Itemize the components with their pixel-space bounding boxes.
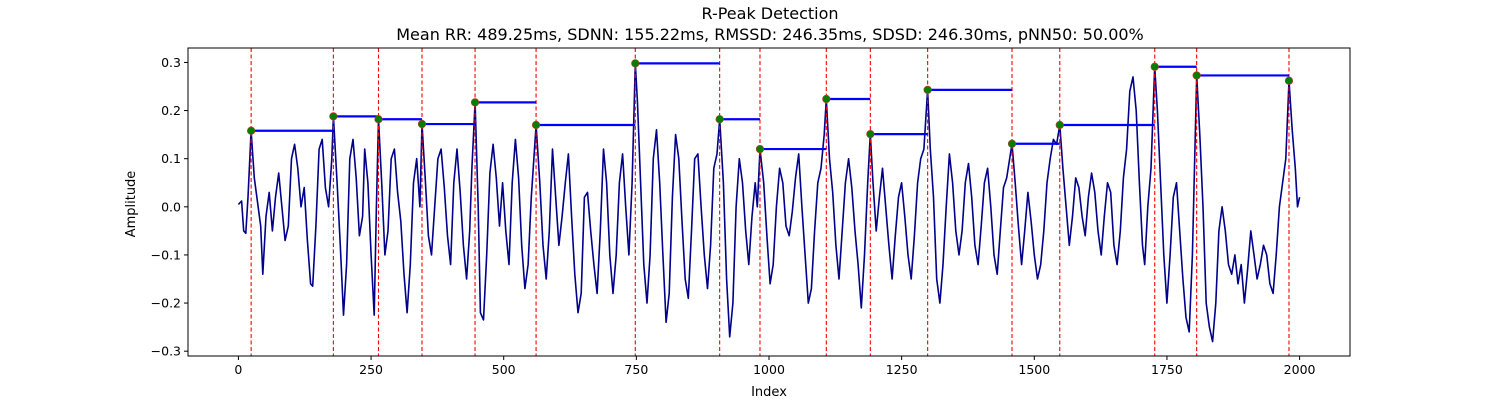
x-axis: 0 250 500 750 1000 1250 1500 1750 2000 (234, 356, 1316, 377)
peak-marker-13 (1055, 120, 1064, 130)
y-tick-label-6: 0.3 (161, 55, 181, 70)
x-tick-label-8: 2000 (1284, 362, 1316, 377)
x-tick-label-4: 1000 (753, 362, 785, 377)
y-tick-label-2: −0.1 (151, 247, 181, 262)
x-tick-label-7: 1750 (1151, 362, 1183, 377)
y-tick-label-1: −0.2 (151, 296, 181, 311)
peak-marker-10 (866, 130, 875, 139)
y-axis-label: Amplitude (124, 171, 139, 238)
x-tick-label-3: 750 (624, 362, 648, 377)
peak-marker-7 (715, 115, 724, 124)
peak-marker-1 (329, 112, 338, 121)
peak-marker-16 (1284, 76, 1294, 85)
ecg-signal-line (237, 62, 1301, 343)
x-tick-label-2: 500 (492, 362, 516, 377)
peak-marker-4 (470, 98, 480, 107)
x-tick-label-5: 1250 (886, 362, 918, 377)
peak-marker-12 (1007, 139, 1017, 148)
peak-marker-14 (1150, 62, 1159, 71)
x-axis-label: Index (751, 385, 787, 400)
peak-marker-15 (1192, 71, 1201, 80)
chart-title: R-Peak Detection (701, 4, 838, 23)
peak-marker-8 (755, 144, 765, 154)
x-tick-label-0: 0 (234, 362, 242, 377)
y-tick-label-0: −0.3 (151, 344, 181, 359)
y-axis: −0.3 −0.2 −0.1 0.0 0.1 0.2 0.3 (151, 55, 188, 359)
x-tick-label-1: 250 (359, 362, 383, 377)
peak-marker-5 (531, 120, 541, 130)
chart-subtitle: Mean RR: 489.25ms, SDNN: 155.22ms, RMSSD… (396, 25, 1144, 44)
peak-marker-0 (247, 126, 256, 135)
peak-marker-3 (417, 119, 427, 129)
x-tick-label-6: 1500 (1018, 362, 1050, 377)
plot-area (237, 48, 1301, 356)
y-tick-label-5: 0.2 (161, 103, 181, 118)
y-tick-label-3: 0.0 (161, 199, 181, 214)
y-tick-label-4: 0.1 (161, 151, 181, 166)
peak-marker-11 (923, 85, 932, 94)
peak-marker-9 (822, 94, 831, 104)
peak-marker-6 (631, 59, 640, 68)
peak-marker-2 (374, 115, 383, 124)
